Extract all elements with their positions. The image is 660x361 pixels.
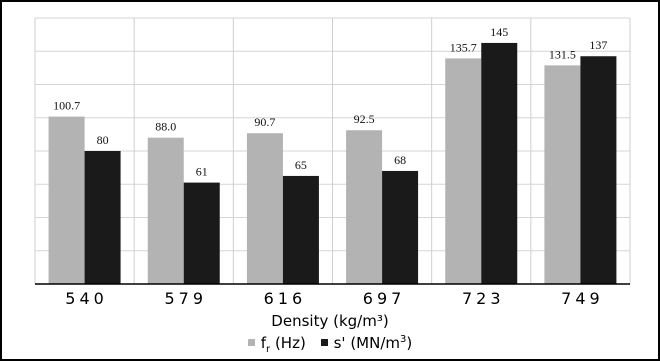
bar-s-616	[282, 175, 319, 284]
data-label-s-540: 80	[97, 133, 109, 147]
data-label-s-749: 137	[589, 38, 607, 52]
bar-s-749	[580, 56, 617, 284]
bar-fr-697	[346, 130, 383, 284]
legend-item-s: s' (MN/m3)	[320, 334, 413, 352]
x-tick-label-540: 540	[65, 289, 108, 308]
data-label-s-579: 61	[196, 165, 208, 179]
x-tick-label-723: 723	[462, 289, 505, 308]
legend-swatch-s	[320, 339, 328, 346]
bar-fr-579	[147, 137, 184, 284]
legend-fr-symbol: f	[260, 334, 267, 352]
bar-fr-749	[544, 65, 581, 284]
x-axis-label: Density (kg/m³)	[271, 312, 389, 330]
legend-swatch-fr	[247, 339, 255, 346]
x-tick-label-749: 749	[561, 289, 604, 308]
data-label-fr-697: 92.5	[354, 112, 375, 126]
bar-s-723	[481, 42, 518, 284]
legend-fr-unit: (Hz)	[274, 334, 306, 352]
data-label-fr-579: 88.0	[155, 120, 176, 134]
legend-fr-subscript: r	[266, 344, 271, 355]
bar-fr-540	[48, 116, 85, 285]
bar-s-579	[183, 182, 220, 284]
data-label-fr-616: 90.7	[254, 115, 275, 129]
bar-s-540	[84, 151, 121, 284]
legend-s-unit: (MN/m	[350, 334, 400, 352]
data-label-fr-723: 135.7	[450, 40, 477, 54]
legend-s-close: )	[406, 334, 413, 352]
legend-s-superscript: 3	[400, 334, 407, 345]
bar-s-697	[382, 170, 419, 284]
data-label-fr-540: 100.7	[53, 99, 80, 113]
legend-item-fr: fr (Hz)	[247, 334, 306, 355]
data-label-s-697: 68	[394, 153, 406, 167]
legend-s-symbol: s'	[333, 334, 346, 352]
data-label-s-723: 145	[490, 25, 508, 39]
bar-chart: 100.7 80 540 88.0 61 579 90.7 65 616 92.5 68 697 135…	[34, 17, 631, 308]
legend: fr (Hz) s' (MN/m3)	[2, 334, 658, 355]
data-label-s-616: 65	[295, 158, 307, 172]
x-tick-label-616: 616	[264, 289, 307, 308]
bar-fr-616	[246, 133, 283, 284]
bar-fr-723	[445, 58, 482, 285]
data-label-fr-749: 131.5	[549, 47, 576, 61]
x-tick-label-697: 697	[363, 289, 406, 308]
x-tick-label-579: 579	[164, 289, 207, 308]
